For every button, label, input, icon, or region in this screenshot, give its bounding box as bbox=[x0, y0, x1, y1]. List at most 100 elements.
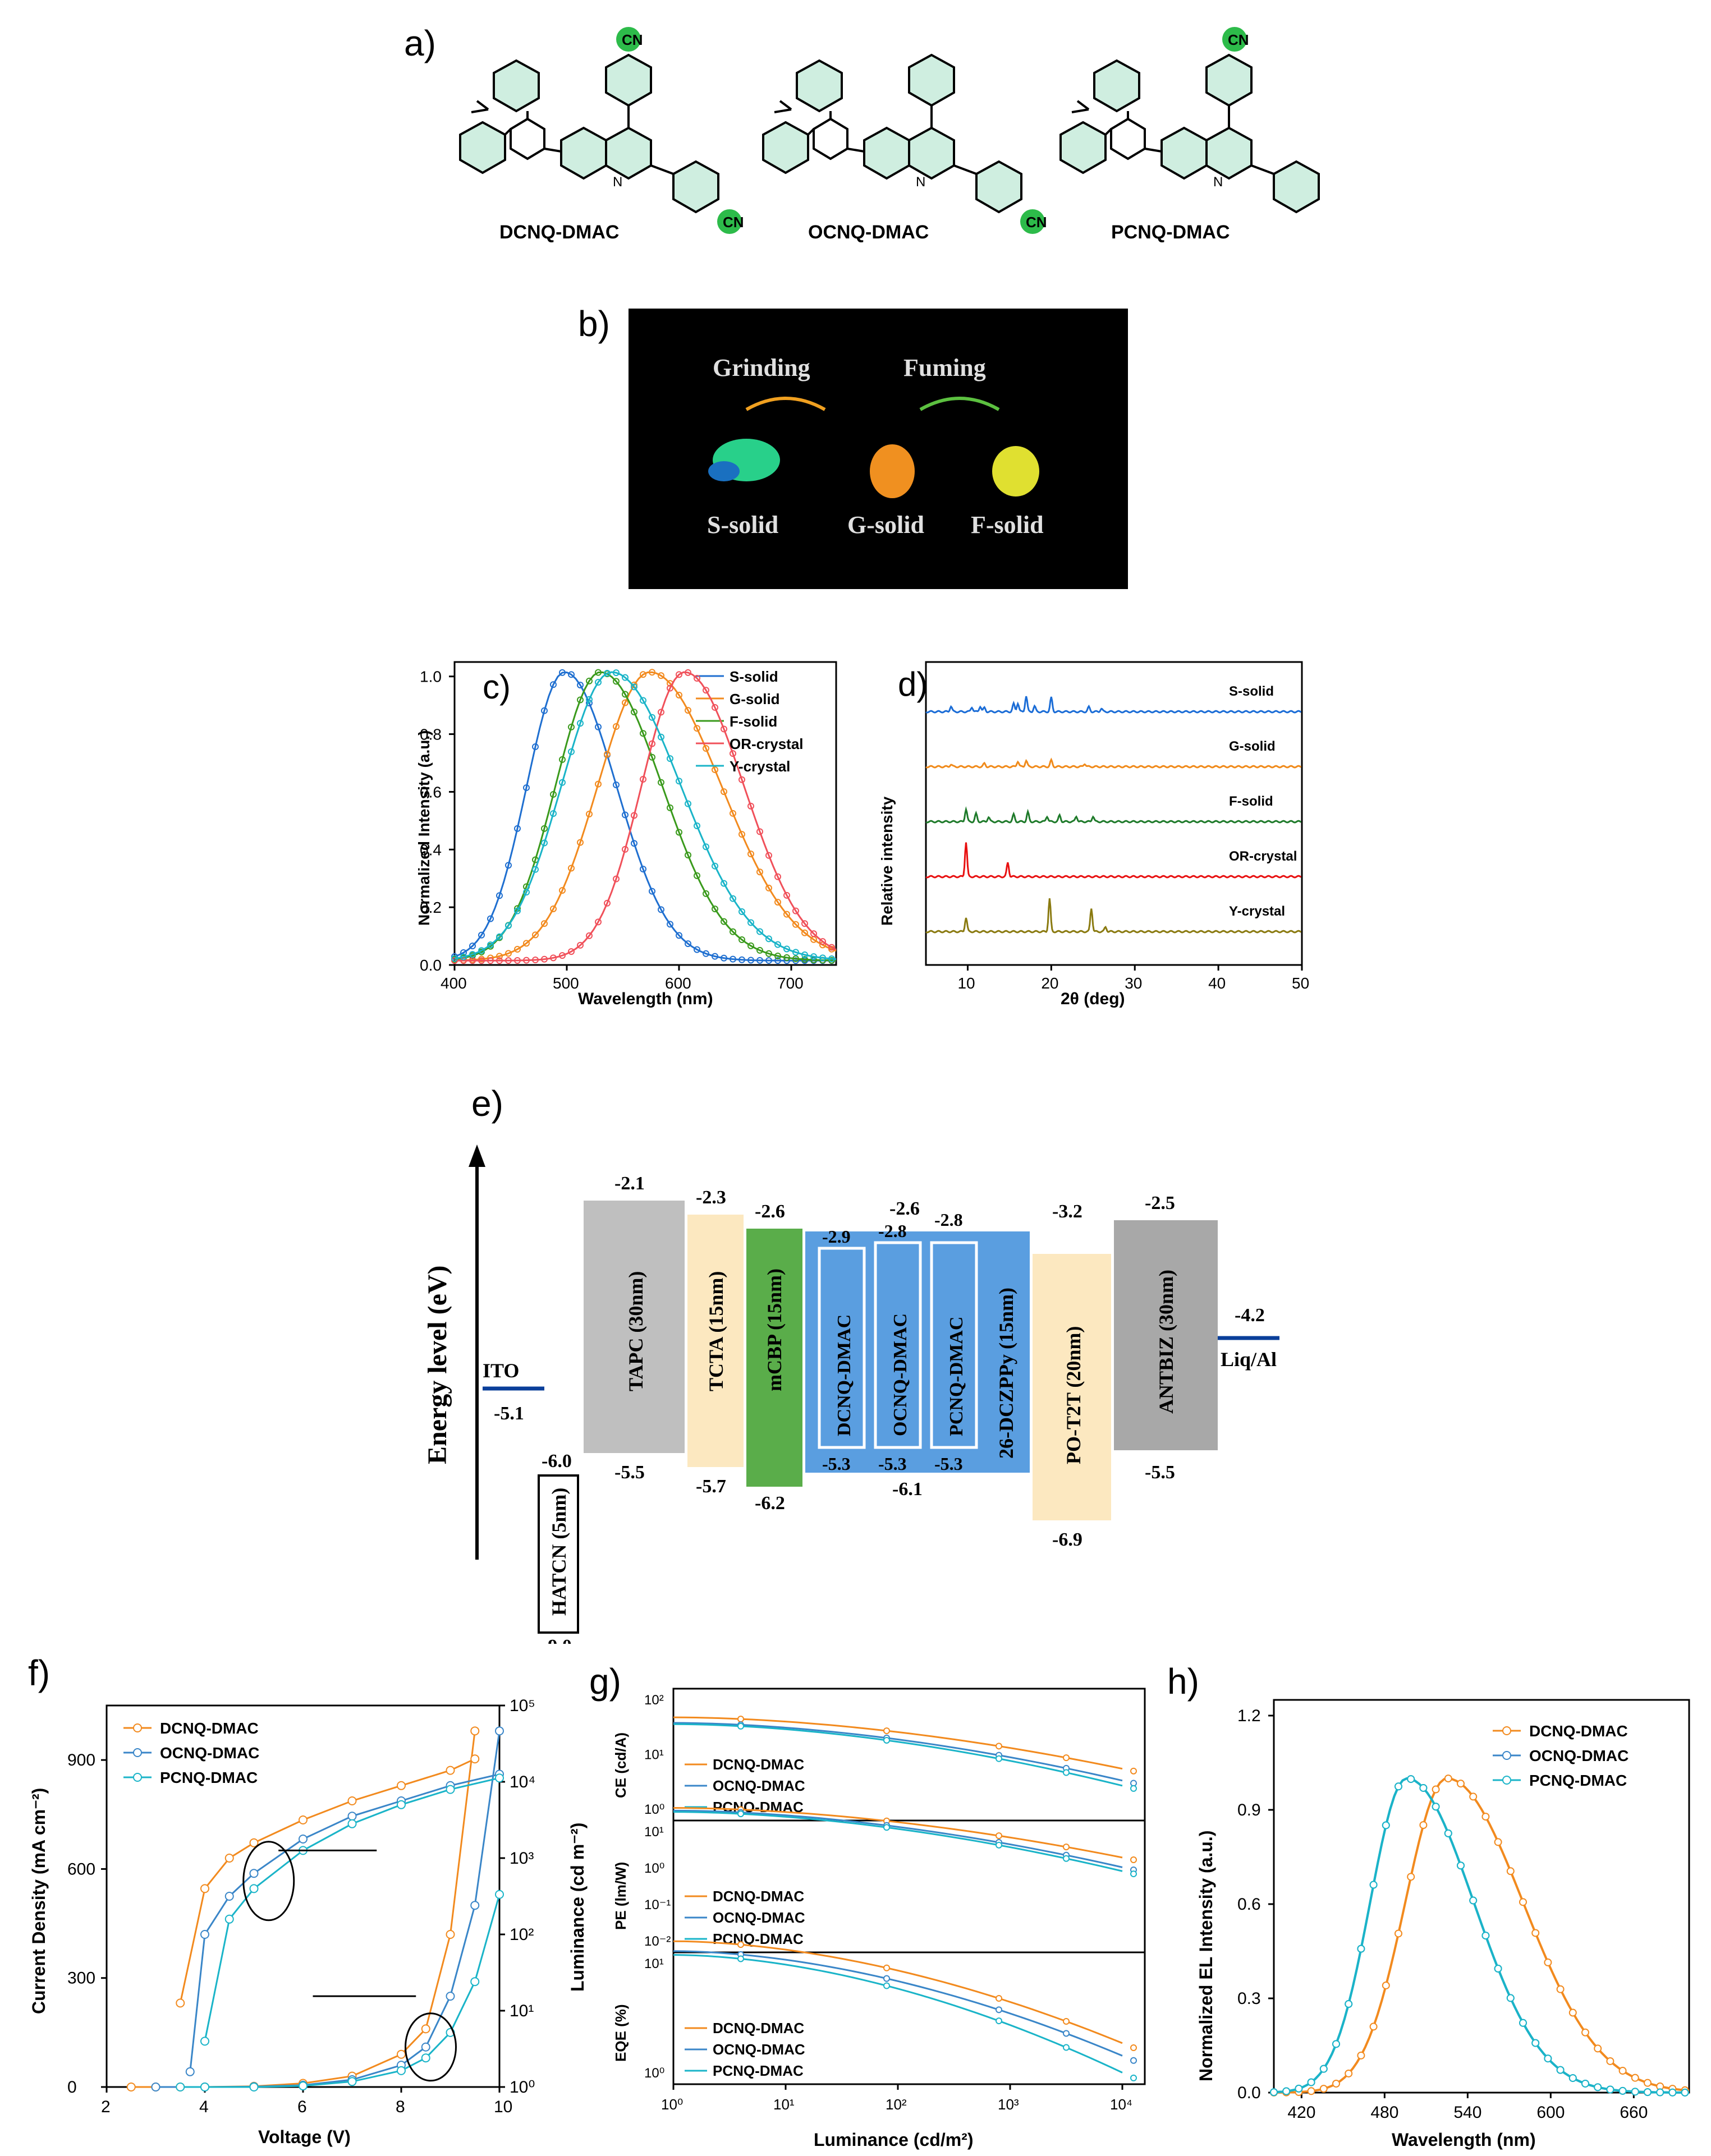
data-point bbox=[883, 1982, 890, 1989]
data-point bbox=[200, 2083, 209, 2091]
data-point bbox=[721, 725, 727, 733]
data-point bbox=[1457, 1861, 1465, 1870]
legend-label: PCNQ-DMAC bbox=[1529, 1772, 1627, 1789]
svg-text:-5.3: -5.3 bbox=[934, 1454, 963, 1474]
data-point bbox=[1130, 1767, 1137, 1775]
data-point bbox=[996, 2006, 1002, 2014]
pattern-label: Y-crystal bbox=[1229, 904, 1285, 919]
data-point bbox=[1295, 2084, 1303, 2093]
data-point bbox=[224, 1914, 234, 1924]
svg-text:Wavelength (nm): Wavelength (nm) bbox=[578, 990, 713, 1008]
y-tick-label: 0.6 bbox=[420, 783, 442, 801]
arrow-icon bbox=[919, 397, 1000, 411]
data-point bbox=[756, 868, 763, 876]
data-point bbox=[1130, 2074, 1137, 2081]
data-point bbox=[1063, 1769, 1070, 1776]
data-point bbox=[1432, 1785, 1440, 1794]
data-point bbox=[774, 899, 781, 906]
series-line-G-solid bbox=[454, 671, 837, 962]
data-point bbox=[765, 950, 772, 957]
data-point bbox=[595, 679, 602, 686]
data-point bbox=[737, 1722, 744, 1730]
data-point bbox=[676, 778, 682, 785]
data-point bbox=[1606, 2057, 1614, 2065]
data-point bbox=[792, 955, 799, 962]
data-point bbox=[738, 776, 745, 783]
pl-chart: c) Wavelength (nm) Normalized Intensity … bbox=[415, 661, 837, 1008]
svg-text:-6.2: -6.2 bbox=[755, 1493, 785, 1514]
svg-text:Normalized Intensity (a.u.): Normalized Intensity (a.u.) bbox=[415, 730, 433, 926]
data-point bbox=[514, 825, 521, 832]
data-point bbox=[765, 957, 772, 964]
legend-label: DCNQ-DMAC bbox=[713, 1888, 804, 1905]
data-point bbox=[421, 2024, 430, 2034]
plot-frame bbox=[1273, 1699, 1690, 2094]
data-point bbox=[126, 2083, 136, 2091]
y-tick-label: 10⁻¹ bbox=[644, 1897, 671, 1913]
svg-text:-2.6: -2.6 bbox=[889, 1198, 920, 1219]
pattern-label: OR-crystal bbox=[1229, 849, 1297, 864]
svg-text:F-solid: F-solid bbox=[971, 511, 1044, 539]
data-point bbox=[667, 684, 673, 692]
data-point bbox=[747, 851, 754, 858]
y-tick-label: 0.3 bbox=[1237, 1989, 1261, 2008]
data-point bbox=[1568, 2008, 1577, 2017]
data-point bbox=[1063, 2018, 1070, 2025]
data-point bbox=[541, 955, 548, 963]
data-point bbox=[765, 852, 772, 859]
data-point bbox=[685, 707, 691, 714]
data-point bbox=[1494, 1838, 1502, 1846]
data-point bbox=[1581, 2079, 1589, 2088]
svg-text:-5.3: -5.3 bbox=[822, 1454, 851, 1474]
svg-text:Luminance (cd/m²): Luminance (cd/m²) bbox=[814, 2130, 973, 2150]
data-point bbox=[1319, 2065, 1328, 2073]
data-point bbox=[765, 935, 772, 943]
data-point bbox=[1357, 1944, 1365, 1953]
y2-tick-label: 10³ bbox=[510, 1849, 534, 1868]
data-point bbox=[224, 1892, 234, 1901]
svg-text:26-DCZPPy (15nm): 26-DCZPPy (15nm) bbox=[995, 1288, 1017, 1459]
data-point bbox=[1481, 1813, 1490, 1821]
panel-label-g: g) bbox=[589, 1661, 621, 1702]
data-point bbox=[883, 1736, 890, 1744]
data-point bbox=[1631, 2088, 1639, 2096]
y-tick-label: 10⁰ bbox=[644, 1861, 664, 1876]
data-point bbox=[1407, 1775, 1415, 1783]
data-point bbox=[730, 928, 736, 935]
data-point bbox=[532, 931, 539, 939]
data-point bbox=[883, 1975, 890, 1982]
y-tick-label: 10² bbox=[644, 1693, 664, 1708]
data-point bbox=[559, 779, 566, 786]
data-point bbox=[1519, 2019, 1527, 2027]
data-point bbox=[200, 1884, 209, 1893]
data-point bbox=[658, 672, 664, 679]
data-point bbox=[613, 875, 620, 882]
x-tick-label: 40 bbox=[1208, 974, 1226, 992]
panel-label-a: a) bbox=[404, 23, 436, 63]
data-point bbox=[694, 946, 700, 953]
data-point bbox=[631, 812, 637, 819]
legend-marker bbox=[1502, 1726, 1511, 1735]
svg-text:N: N bbox=[1213, 174, 1223, 190]
jvl-chart: Voltage (V) Current Density (mA cm⁻²) Lu… bbox=[29, 1697, 588, 2147]
svg-text:ITO: ITO bbox=[483, 1359, 519, 1382]
svg-text:Wavelength (nm): Wavelength (nm) bbox=[1392, 2130, 1536, 2150]
subplot-ylabel: PE (lm/W) bbox=[612, 1862, 629, 1930]
svg-text:N: N bbox=[916, 174, 925, 190]
data-point bbox=[676, 829, 682, 836]
svg-text:-6.0: -6.0 bbox=[542, 1451, 572, 1472]
data-point bbox=[703, 687, 709, 694]
data-point bbox=[470, 1901, 480, 1910]
data-point bbox=[1432, 1803, 1440, 1811]
data-point bbox=[883, 1727, 890, 1735]
data-point bbox=[1494, 1964, 1502, 1973]
y-tick-label: 0.8 bbox=[420, 726, 442, 743]
current-density-line bbox=[180, 1894, 501, 2088]
data-point bbox=[649, 669, 655, 676]
data-point bbox=[1419, 1783, 1428, 1792]
y-tick-label: 10¹ bbox=[644, 1824, 664, 1840]
data-point bbox=[996, 1743, 1002, 1750]
data-point bbox=[1581, 2028, 1589, 2037]
data-point bbox=[577, 839, 584, 846]
data-point bbox=[649, 714, 655, 721]
